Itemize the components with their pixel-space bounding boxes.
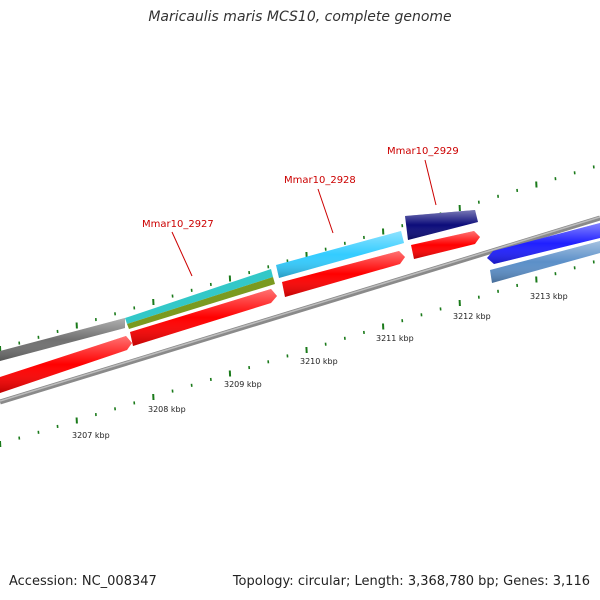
ruler-label: 3212 kbp [453,312,491,321]
backbone-line [0,215,600,405]
gene-shade [405,210,478,240]
gene-shade [276,231,404,278]
gene-shade [0,336,132,393]
length-label: Length: [354,574,404,589]
gene-shade [282,251,405,297]
gene-olive[interactable] [127,277,275,329]
ruler-label: 3210 kbp [300,357,338,366]
length-value: 3,368,780 bp [407,574,495,589]
gene-shade [490,241,600,283]
ruler-labels: 3207 kbp 3208 kbp 3209 kbp 3210 kbp 3211 kbp… [72,292,568,440]
topology-label: Topology: [232,574,294,589]
genes-label: Genes: [503,574,549,589]
ruler-label: 3213 kbp [530,292,568,301]
gene-teal[interactable] [125,269,273,324]
accession-info: Accession: NC_008347 [9,574,157,589]
label-leader-mmar10-2928 [317,188,334,234]
ruler-label: 3211 kbp [376,334,414,343]
label-leader-mmar10-2927 [171,231,193,277]
ruler-label: 3208 kbp [148,405,186,414]
label-leader-mmar10-2929 [424,159,437,206]
gene-shade [411,231,480,259]
gene-shade [487,223,600,264]
gene-tracks [0,210,600,393]
genome-stats: Topology: circular; Length: 3,368,780 bp… [232,574,590,589]
label-mmar10-2927[interactable]: Mmar10_2927 [142,219,214,230]
backbone-highlight [0,216,600,402]
ruler-label: 3209 kbp [224,380,262,389]
map-title: Maricaulis maris MCS10, complete genome [148,9,452,25]
accession-value: NC_008347 [81,574,157,589]
ruler-label: 3207 kbp [72,431,110,440]
gene-shade [0,318,125,361]
gene-shade [130,289,277,346]
label-mmar10-2929[interactable]: Mmar10_2929 [387,146,459,157]
topology-value: circular [297,574,346,589]
label-mmar10-2928[interactable]: Mmar10_2928 [284,175,356,186]
inner-tick-row [0,260,595,448]
gene-label-group: Mmar10_2927 Mmar10_2928 Mmar10_2929 [142,146,459,277]
accession-label: Accession: [9,574,78,589]
genes-value: 3,116 [552,574,590,589]
